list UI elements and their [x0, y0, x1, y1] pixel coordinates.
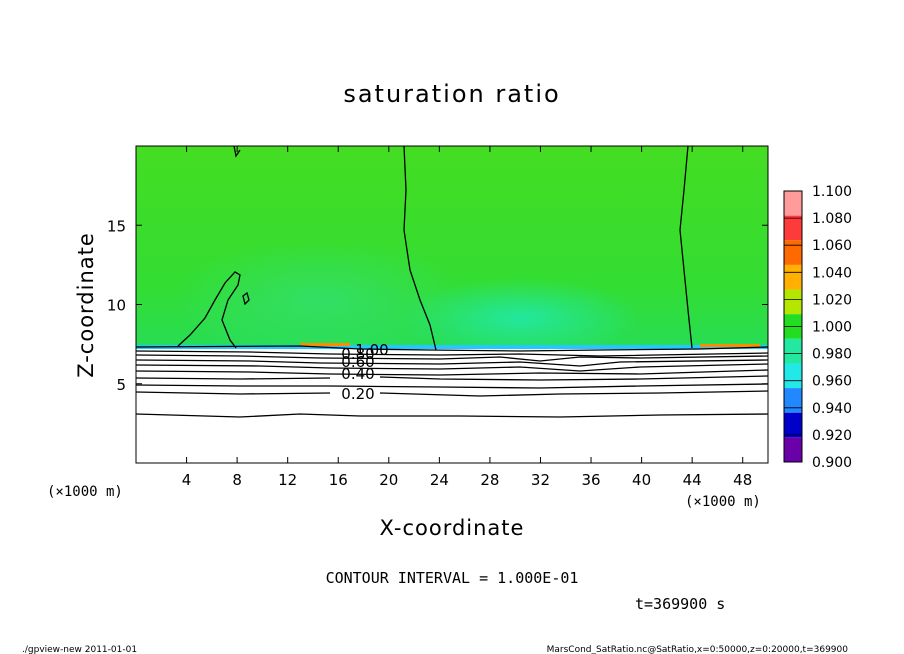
contour-label-0.60: 0.60	[341, 353, 374, 371]
warm-spot-1	[300, 343, 350, 346]
contour-0.50	[135, 369, 769, 376]
colorbar-label: 1.040	[812, 265, 852, 281]
contour-left-loop	[177, 271, 241, 349]
contour-top-tick	[233, 145, 241, 158]
x-axis-label: X-coordinate	[380, 516, 525, 540]
colorbar-segment	[784, 338, 802, 364]
colorbar-label: 1.080	[812, 211, 852, 227]
contour-0.80	[135, 354, 769, 362]
time-label: t=369900 s	[635, 595, 725, 613]
warm-spot-2	[700, 344, 760, 347]
colorbar-label: 0.920	[812, 428, 852, 444]
x-tick-label: 24	[430, 471, 449, 489]
y-axis-label: Z-coordinate	[74, 232, 98, 378]
x-axis-ticks: 4 8 12 16 20 24 28 32 36 40 44 48	[182, 146, 752, 489]
y-axis-ticks: 5 10 15	[107, 217, 768, 394]
colorbar-label: 0.900	[812, 455, 852, 471]
footer-left: ./gpview-new 2011-01-01	[22, 645, 137, 654]
colorbar-label: 1.100	[812, 184, 852, 200]
x-tick-label: 40	[632, 471, 651, 489]
colorbar-label: 0.940	[812, 401, 852, 417]
y-tick-label: 5	[116, 376, 126, 394]
contour-0.40	[135, 375, 769, 381]
contour-1.00	[135, 345, 769, 352]
contour-lines	[135, 145, 769, 418]
colorbar-segment	[784, 363, 802, 389]
contour-0.90	[135, 350, 769, 357]
colorbar-segment	[784, 264, 802, 290]
teal-region-2	[170, 240, 470, 360]
contour-0.60	[135, 363, 769, 372]
x-tick-label: 28	[480, 471, 499, 489]
contour-0.70	[135, 359, 769, 367]
x-tick-label: 48	[733, 471, 752, 489]
contour-labels: 1.00 0.80 0.60 0.40 0.20	[341, 341, 388, 403]
colorbar: 1.100 1.080 1.060 1.040 1.020 1.000 0.980 0.960…	[783, 184, 852, 471]
colorbar-segment	[784, 437, 802, 462]
contour-label-0.40: 0.40	[341, 365, 374, 383]
y-tick-label: 10	[107, 297, 126, 315]
chart-title: saturation ratio	[343, 80, 560, 108]
contour-0.10	[135, 413, 769, 418]
colorbar-label: 0.960	[812, 374, 852, 390]
contour-label-1.00: 1.00	[355, 341, 388, 359]
contour-0.30	[135, 383, 769, 389]
colorbar-segment	[784, 289, 802, 315]
contour-vertical-2	[679, 145, 693, 349]
x-unit-right: (×1000 m)	[685, 494, 761, 510]
lower-white-field	[136, 348, 768, 463]
colorbar-segment	[784, 240, 802, 265]
x-tick-label: 4	[182, 471, 192, 489]
x-tick-label: 36	[581, 471, 600, 489]
x-tick-label: 32	[531, 471, 550, 489]
y-tick-label: 15	[107, 217, 126, 235]
x-tick-label: 8	[232, 471, 242, 489]
colorbar-label: 1.000	[812, 320, 852, 336]
plot-area	[136, 146, 768, 463]
x-tick-label: 12	[278, 471, 297, 489]
x-tick-label: 16	[329, 471, 348, 489]
colorbar-segment	[784, 412, 802, 438]
contour-label-0.20: 0.20	[341, 385, 374, 403]
footer-right: MarsCond_SatRatio.nc@SatRatio,x=0:50000,…	[547, 645, 849, 654]
boundary-band	[136, 345, 768, 349]
contour-vertical-1	[403, 145, 437, 351]
colorbar-label: 1.060	[812, 238, 852, 254]
colorbar-label: 0.980	[812, 347, 852, 363]
x-unit-left: (×1000 m)	[47, 484, 123, 500]
contour-interval: CONTOUR INTERVAL = 1.000E-01	[326, 569, 579, 587]
x-tick-label: 44	[683, 471, 702, 489]
colorbar-segment	[784, 388, 802, 413]
contour-0.20	[135, 390, 769, 397]
colorbar-segment	[784, 191, 802, 216]
contour-label-0.80: 0.80	[341, 345, 374, 363]
contour-small-loop	[242, 291, 250, 306]
x-tick-label: 20	[379, 471, 398, 489]
colorbar-label: 1.020	[812, 292, 852, 308]
colorbar-segment	[784, 215, 802, 241]
